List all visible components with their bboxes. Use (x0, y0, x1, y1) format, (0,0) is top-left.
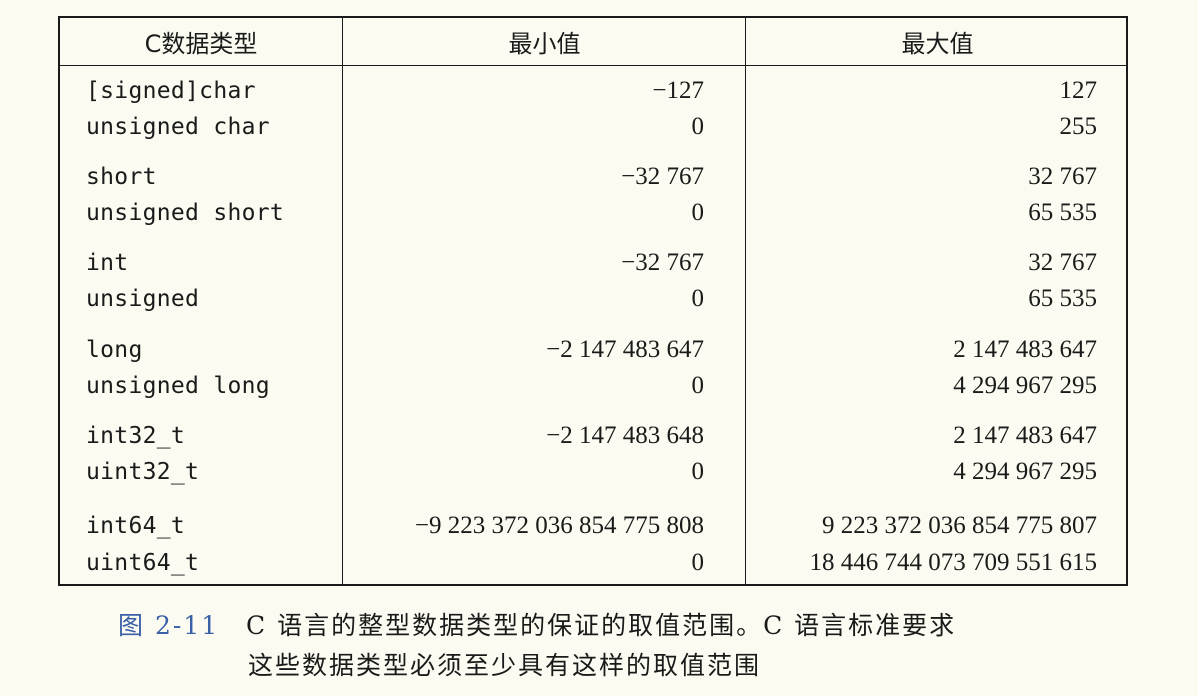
max-cell: 4 294 967 295 (953, 458, 1097, 485)
header-divider (60, 65, 1126, 66)
type-cell: int (86, 250, 129, 276)
figure-label: 图 2-11 (118, 611, 220, 640)
column-divider (342, 18, 343, 584)
table-row: int64_t −9 223 372 036 854 775 808 9 223… (60, 508, 1126, 544)
min-cell: −2 147 483 647 (546, 336, 704, 363)
max-cell: 4 294 967 295 (953, 372, 1097, 399)
max-cell: 65 535 (1028, 285, 1097, 312)
max-cell: 127 (1059, 77, 1098, 104)
type-cell: unsigned short (86, 200, 285, 226)
max-cell: 255 (1059, 113, 1098, 140)
type-cell: [signed]char (86, 78, 256, 104)
max-cell: 65 535 (1028, 199, 1097, 226)
min-cell: −32 767 (621, 163, 704, 190)
column-divider (745, 18, 746, 584)
max-cell: 32 767 (1028, 163, 1097, 190)
table-row: [signed]char −127 127 (60, 73, 1126, 109)
figure-caption: 图 2-11 C 语言的整型数据类型的保证的取值范围。C 语言标准要求 这些数据类… (118, 606, 1118, 686)
max-cell: 9 223 372 036 854 775 807 (822, 512, 1097, 539)
max-cell: 32 767 (1028, 249, 1097, 276)
min-cell: 0 (691, 458, 705, 485)
min-cell: 0 (691, 285, 705, 312)
min-cell: −32 767 (621, 249, 704, 276)
max-cell: 2 147 483 647 (953, 422, 1097, 449)
data-table: C数据类型 最小值 最大值 [signed]char −127 127 unsi… (58, 16, 1128, 586)
table-row: unsigned char 0 255 (60, 109, 1126, 145)
table-row: short −32 767 32 767 (60, 159, 1126, 195)
type-cell: unsigned (86, 286, 200, 312)
min-cell: 0 (691, 199, 705, 226)
max-cell: 18 446 744 073 709 551 615 (809, 549, 1098, 576)
min-cell: 0 (691, 372, 705, 399)
table-row: unsigned 0 65 535 (60, 281, 1126, 317)
table-row: int32_t −2 147 483 648 2 147 483 647 (60, 418, 1126, 454)
min-cell: 0 (691, 549, 705, 576)
header-type: C数据类型 (144, 30, 258, 58)
caption-line-2: 这些数据类型必须至少具有这样的取值范围 (248, 651, 762, 680)
header-min: 最小值 (508, 30, 581, 58)
type-cell: uint64_t (86, 550, 200, 576)
table-row: int −32 767 32 767 (60, 245, 1126, 281)
type-cell: unsigned char (86, 114, 270, 140)
type-cell: long (86, 337, 143, 363)
table-row: long −2 147 483 647 2 147 483 647 (60, 332, 1126, 368)
table-row: unsigned short 0 65 535 (60, 195, 1126, 231)
type-cell: int32_t (86, 423, 186, 449)
type-cell: unsigned long (86, 373, 270, 399)
caption-line-1: C 语言的整型数据类型的保证的取值范围。C 语言标准要求 (246, 611, 957, 640)
header-max: 最大值 (901, 30, 974, 58)
table-row: uint32_t 0 4 294 967 295 (60, 454, 1126, 490)
min-cell: 0 (691, 113, 705, 140)
min-cell: −9 223 372 036 854 775 808 (414, 512, 704, 539)
max-cell: 2 147 483 647 (953, 336, 1097, 363)
type-cell: uint32_t (86, 459, 200, 485)
table-row: unsigned long 0 4 294 967 295 (60, 368, 1126, 404)
min-cell: −127 (652, 77, 704, 104)
table-row: uint64_t 0 18 446 744 073 709 551 615 (60, 545, 1126, 581)
type-cell: int64_t (86, 513, 186, 539)
type-cell: short (86, 164, 157, 190)
min-cell: −2 147 483 648 (546, 422, 704, 449)
